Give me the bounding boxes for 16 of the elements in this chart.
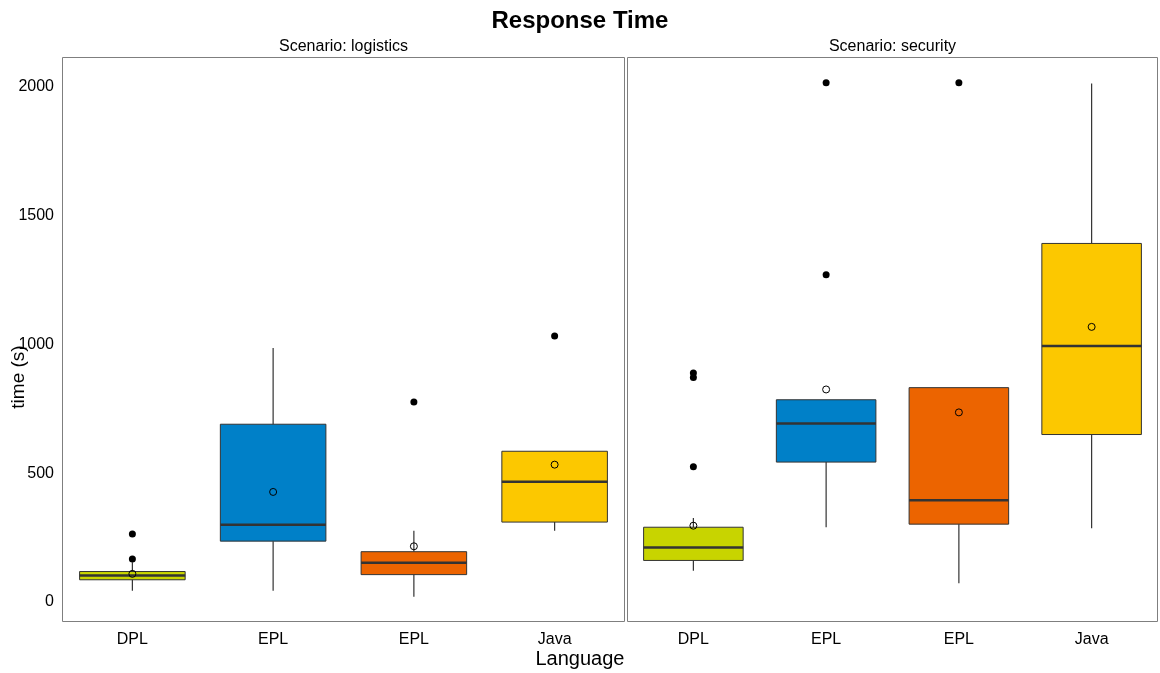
x-tick-label: EPL: [811, 630, 842, 648]
y-tick-label: 0: [45, 592, 55, 610]
x-tick-label: EPL: [943, 630, 975, 648]
y-tick-label: 500: [27, 463, 55, 481]
chart-title: Response Time: [490, 6, 670, 34]
x-axis-title: Language: [534, 647, 626, 670]
y-tick-label: 1500: [18, 206, 55, 224]
y-tick-label: 2000: [18, 77, 55, 95]
x-tick-label: EPL: [398, 630, 430, 648]
x-tick-label: Java: [537, 630, 572, 648]
chart-subtitle: Scenario: security: [827, 37, 958, 55]
x-tick-label: Java: [1074, 630, 1109, 648]
chart-subtitle: Scenario: logistics: [278, 37, 409, 55]
x-tick-label: DPL: [116, 630, 149, 648]
x-tick-label: EPL: [258, 630, 289, 648]
x-tick-label: DPL: [677, 630, 710, 648]
